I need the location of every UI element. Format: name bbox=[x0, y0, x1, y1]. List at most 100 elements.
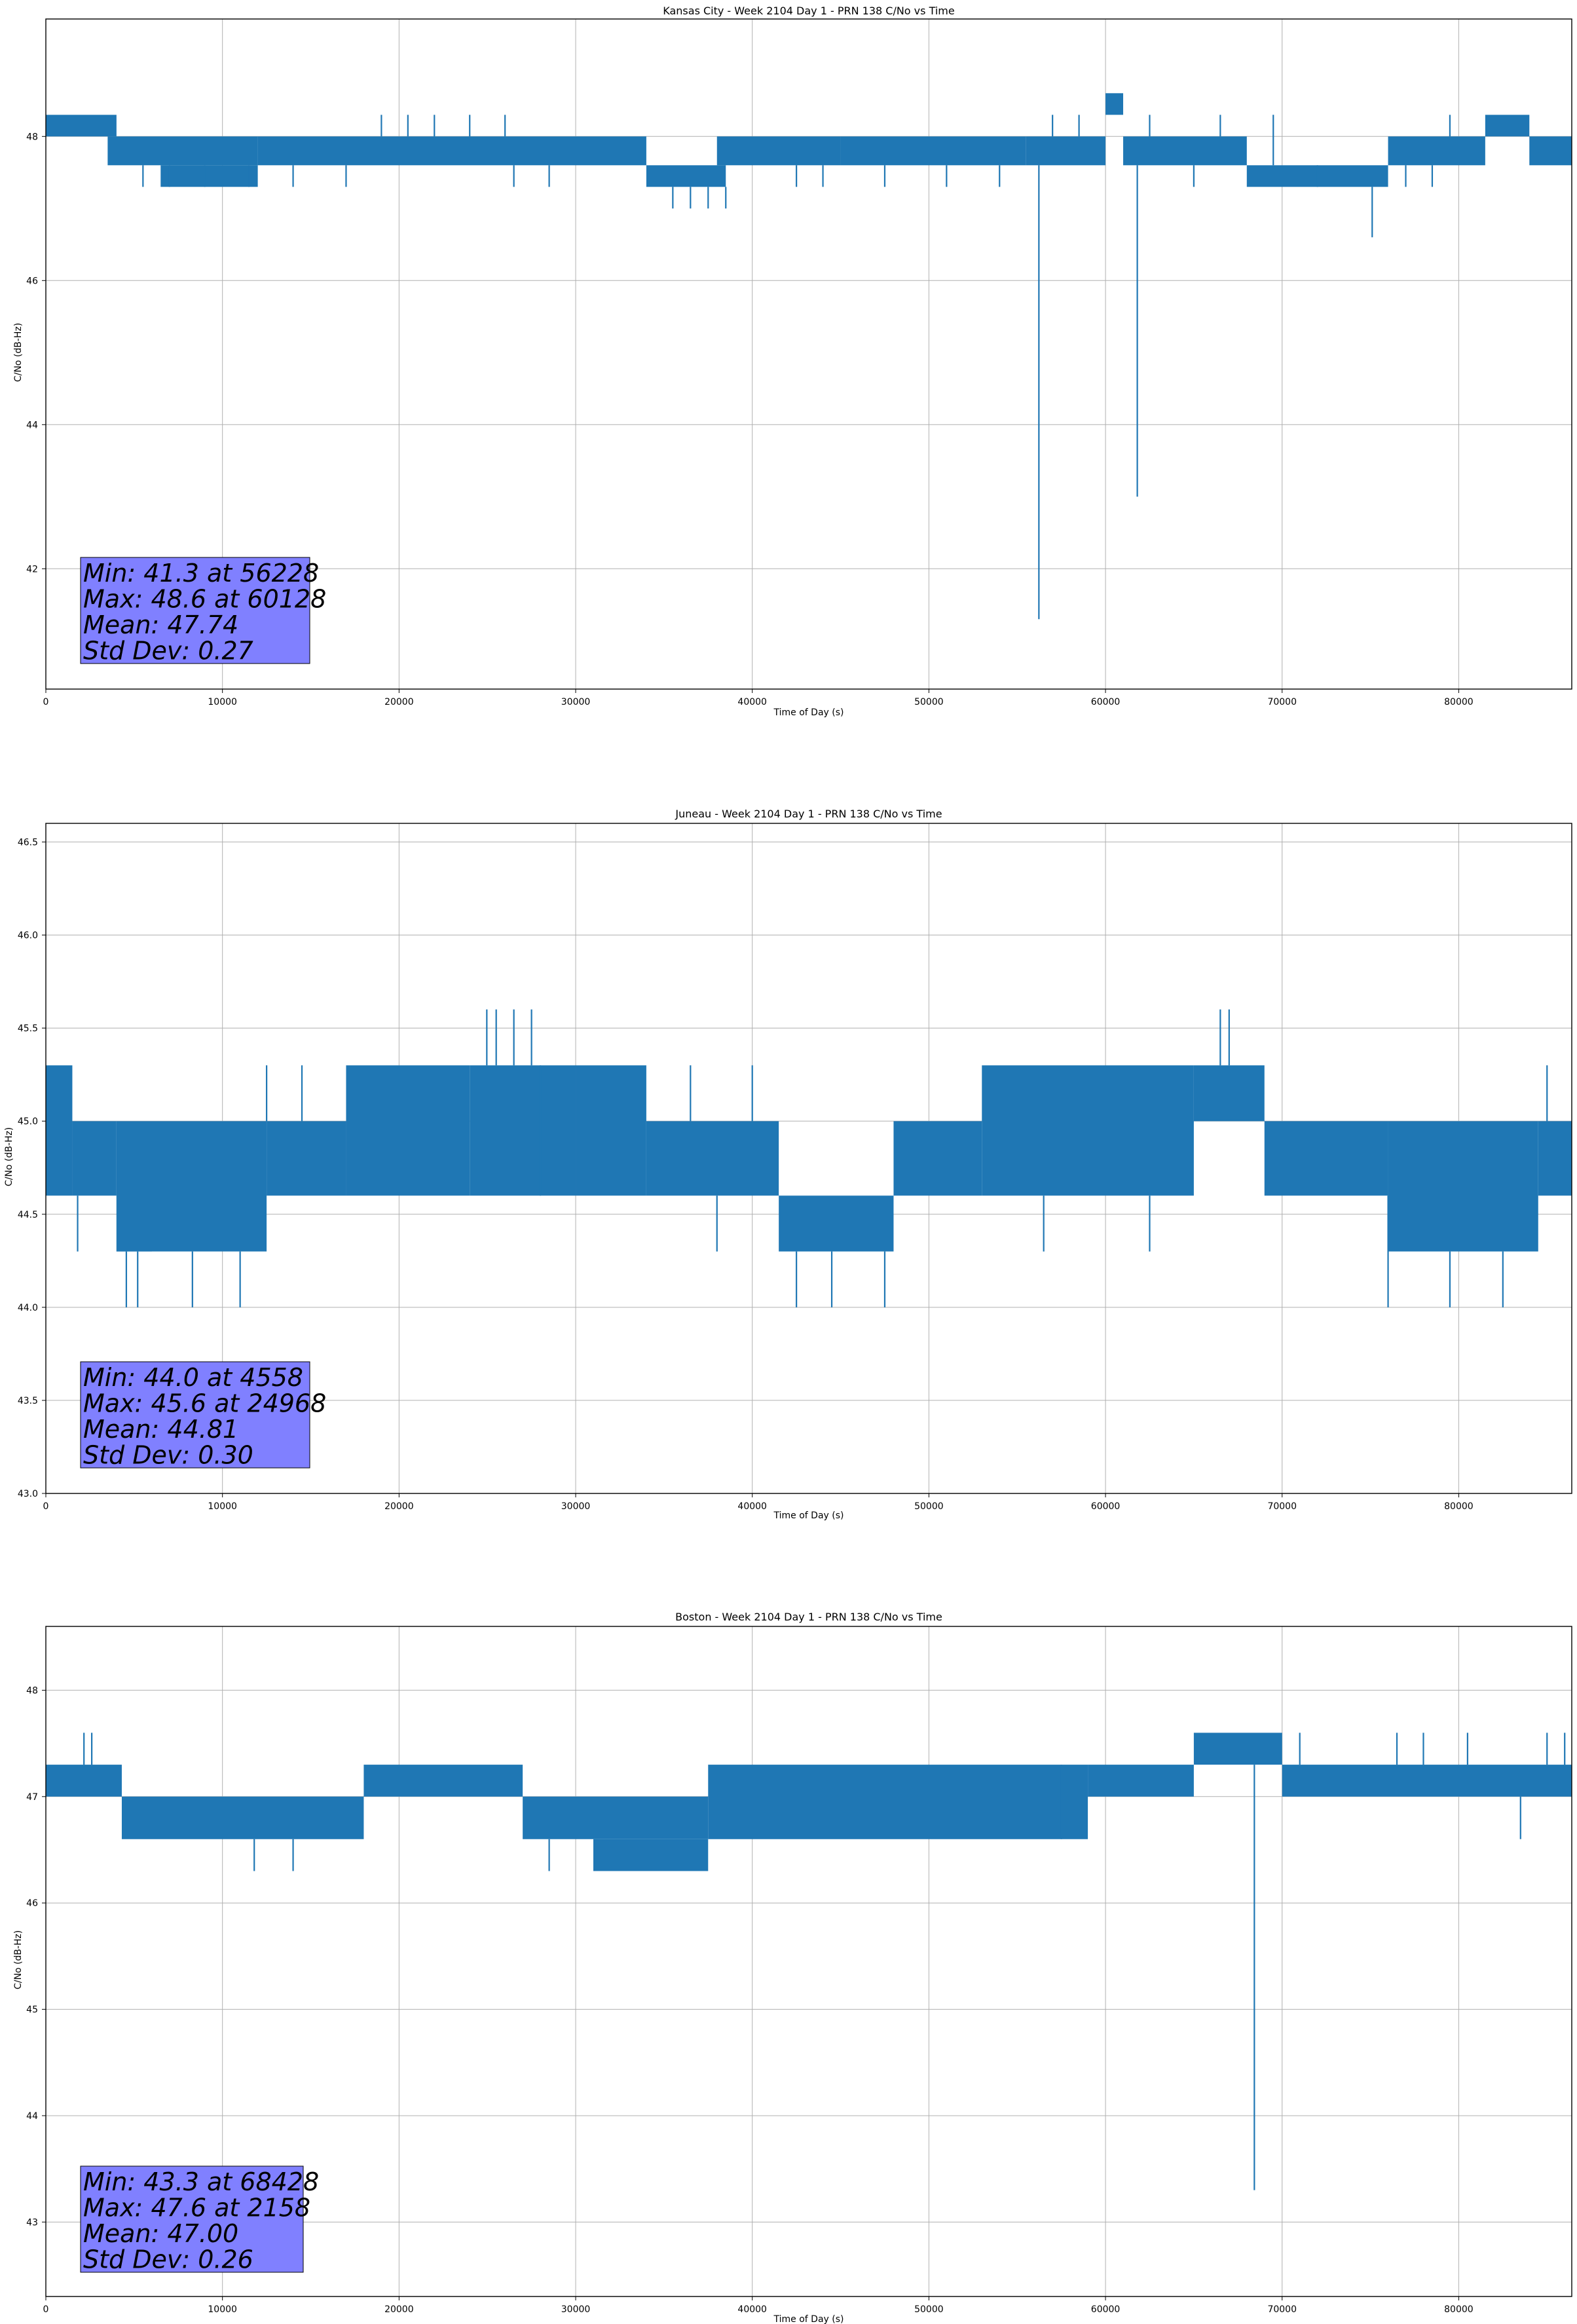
data-band bbox=[708, 1765, 1088, 1839]
data-band bbox=[346, 1065, 470, 1196]
y-tick-label: 46 bbox=[26, 276, 38, 286]
y-tick-label: 42 bbox=[26, 564, 38, 574]
x-tick-label: 70000 bbox=[1267, 697, 1297, 707]
data-band bbox=[160, 165, 258, 187]
x-tick-label: 80000 bbox=[1444, 1501, 1474, 1512]
x-tick-label: 40000 bbox=[737, 1501, 767, 1512]
y-tick-label: 45.0 bbox=[18, 1117, 38, 1127]
data-band bbox=[470, 1065, 576, 1196]
x-tick-label: 20000 bbox=[384, 2304, 414, 2315]
x-axis-label: Time of Day (s) bbox=[773, 2314, 844, 2324]
stats-box-background bbox=[80, 1361, 310, 1469]
data-band bbox=[646, 1121, 779, 1196]
y-tick-label: 48 bbox=[26, 132, 38, 142]
stats-box-line: Max: 48.6 at 60128 bbox=[83, 585, 326, 614]
data-band bbox=[893, 1121, 982, 1196]
y-tick-label: 43.5 bbox=[18, 1396, 38, 1406]
x-tick-label: 20000 bbox=[384, 1501, 414, 1512]
x-tick-label: 60000 bbox=[1091, 2304, 1121, 2315]
x-ticks: 0 10000 20000 30000 40000 50000 60000 70000 8000… bbox=[43, 1493, 1474, 1512]
y-tick-label: 43.0 bbox=[18, 1489, 38, 1499]
chart-panel-juneau: Juneau - Week 2104 Day 1 - PRN 138 C/No … bbox=[4, 808, 1572, 1521]
data-band bbox=[1123, 136, 1247, 166]
data-band bbox=[1485, 115, 1530, 137]
data-band bbox=[1388, 1121, 1538, 1252]
data-band bbox=[107, 136, 258, 166]
stats-box-line: Mean: 47.74 bbox=[83, 610, 238, 639]
chart-panel-kansas-city: Kansas City - Week 2104 Day 1 - PRN 138 … bbox=[13, 5, 1572, 718]
data-band bbox=[716, 136, 841, 166]
x-tick-label: 50000 bbox=[914, 1501, 944, 1512]
x-tick-label: 10000 bbox=[208, 1501, 237, 1512]
y-tick-label: 44 bbox=[26, 2111, 38, 2122]
x-tick-label: 40000 bbox=[737, 2304, 767, 2315]
plot-frame bbox=[45, 18, 1572, 690]
x-tick-label: 10000 bbox=[208, 2304, 237, 2315]
stats-box-line: Std Dev: 0.27 bbox=[83, 637, 253, 665]
stats-box-line: Std Dev: 0.26 bbox=[83, 2245, 253, 2274]
data-band bbox=[1193, 1065, 1265, 1121]
data-band bbox=[1193, 1733, 1282, 1765]
y-tick-label: 46.5 bbox=[18, 837, 38, 848]
series-cno bbox=[46, 93, 1572, 620]
y-tick-label: 44 bbox=[26, 420, 38, 430]
x-tick-label: 40000 bbox=[737, 697, 767, 707]
data-band bbox=[1026, 136, 1106, 166]
stats-box-background bbox=[80, 557, 310, 664]
data-band bbox=[576, 1065, 646, 1196]
data-band bbox=[982, 1065, 1194, 1196]
x-tick-label: 30000 bbox=[561, 1501, 591, 1512]
y-tick-label: 44.5 bbox=[18, 1210, 38, 1220]
y-tick-label: 47 bbox=[26, 1792, 38, 1803]
series-cno bbox=[46, 1009, 1572, 1307]
y-axis-label: C/No (dB-Hz) bbox=[13, 1930, 24, 1989]
x-tick-label: 60000 bbox=[1091, 697, 1121, 707]
y-ticks: 42 44 46 48 bbox=[26, 132, 46, 574]
data-band bbox=[593, 1796, 709, 1839]
x-ticks: 0 10000 20000 30000 40000 50000 60000 70000 8000… bbox=[43, 689, 1474, 707]
y-tick-label: 45.5 bbox=[18, 1024, 38, 1034]
data-band bbox=[1388, 136, 1485, 166]
stats-box-background bbox=[80, 2165, 304, 2273]
stats-box-line: Max: 45.6 at 24968 bbox=[83, 1389, 326, 1418]
stats-box-line: Mean: 44.81 bbox=[83, 1415, 238, 1444]
x-tick-label: 50000 bbox=[914, 2304, 944, 2315]
x-tick-label: 0 bbox=[43, 2304, 49, 2315]
series-cno bbox=[46, 1733, 1572, 2190]
x-tick-label: 70000 bbox=[1267, 2304, 1297, 2315]
data-band bbox=[72, 1121, 117, 1196]
data-band bbox=[523, 1796, 593, 1839]
x-tick-label: 10000 bbox=[208, 697, 237, 707]
chart-title: Boston - Week 2104 Day 1 - PRN 138 C/No … bbox=[675, 1611, 942, 1623]
y-axis-label: C/No (dB-Hz) bbox=[4, 1127, 14, 1186]
chart-panel-boston: Boston - Week 2104 Day 1 - PRN 138 C/No … bbox=[13, 1611, 1572, 2324]
y-tick-label: 44.0 bbox=[18, 1303, 38, 1313]
data-band bbox=[46, 115, 117, 137]
data-band bbox=[840, 136, 1026, 166]
stats-box-line: Max: 47.6 at 2158 bbox=[83, 2194, 310, 2222]
data-band bbox=[1264, 1121, 1388, 1196]
x-tick-label: 60000 bbox=[1091, 1501, 1121, 1512]
data-band bbox=[1105, 93, 1124, 115]
data-band bbox=[646, 165, 726, 187]
x-tick-label: 20000 bbox=[384, 697, 414, 707]
plot-frame bbox=[45, 1626, 1572, 2297]
data-band bbox=[1282, 1765, 1572, 1797]
data-band bbox=[121, 1796, 364, 1839]
data-band bbox=[257, 136, 646, 166]
x-tick-label: 0 bbox=[43, 697, 49, 707]
chart-title: Kansas City - Week 2104 Day 1 - PRN 138 … bbox=[663, 5, 954, 17]
data-band bbox=[363, 1765, 523, 1797]
x-tick-label: 80000 bbox=[1444, 2304, 1474, 2315]
y-tick-label: 48 bbox=[26, 1685, 38, 1696]
data-band bbox=[1538, 1121, 1572, 1196]
x-tick-label: 30000 bbox=[561, 697, 591, 707]
y-axis-label: C/No (dB-Hz) bbox=[13, 323, 24, 382]
stats-box-line: Min: 44.0 at 4558 bbox=[83, 1363, 303, 1392]
y-ticks: 43.0 43.5 44.0 44.5 45.0 45.5 46.0 46.5 bbox=[18, 837, 46, 1499]
x-ticks: 0 10000 20000 30000 40000 50000 60000 70000 8000… bbox=[43, 2296, 1474, 2315]
x-tick-label: 80000 bbox=[1444, 697, 1474, 707]
x-axis-label: Time of Day (s) bbox=[773, 707, 844, 718]
